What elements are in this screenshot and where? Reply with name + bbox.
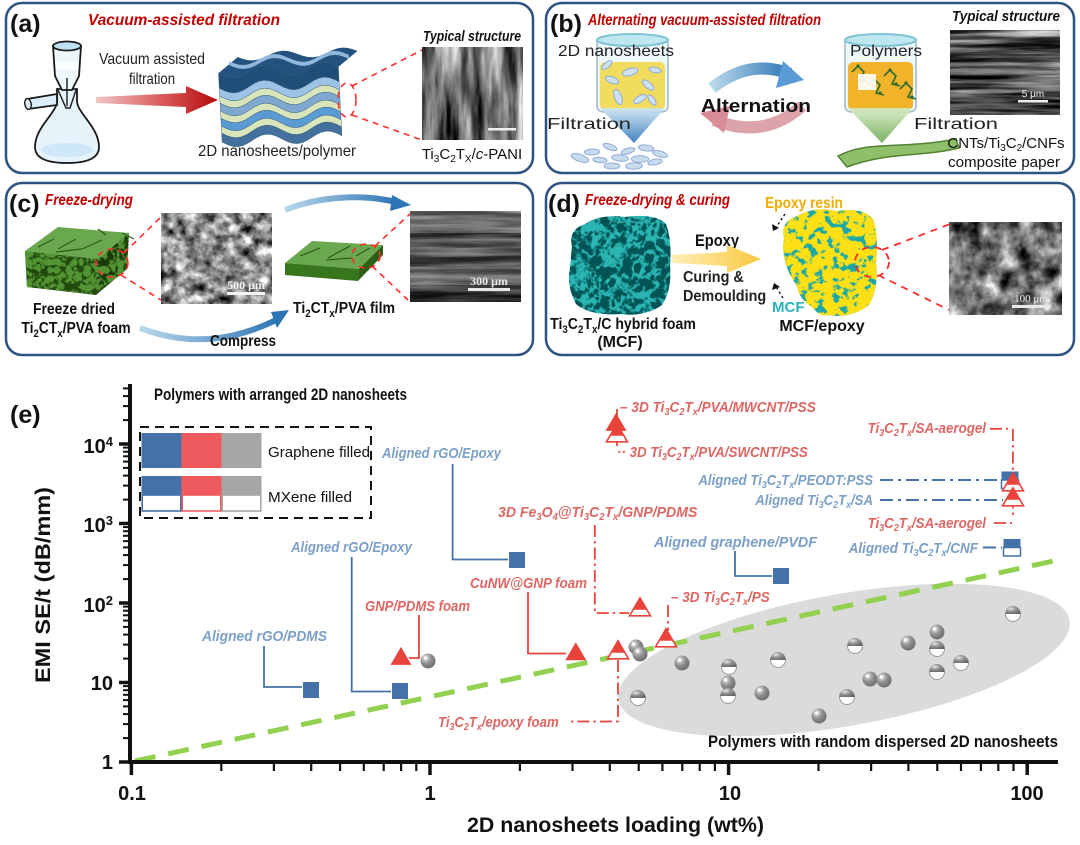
svg-text:3D Fe3O4@Ti3C2Tx/GNP/PDMS: 3D Fe3O4@Ti3C2Tx/GNP/PDMS [498, 505, 698, 523]
svg-text:5 μm: 5 μm [1022, 89, 1044, 100]
svg-text:Demoulding: Demoulding [683, 287, 766, 305]
svg-text:·· 3D Ti3C2Tx/PVA/SWCNT/PSS: ·· 3D Ti3C2Tx/PVA/SWCNT/PSS [617, 444, 808, 463]
svg-text:Polymers: Polymers [850, 43, 922, 60]
svg-text:filtration: filtration [129, 71, 175, 88]
svg-text:Freeze-drying: Freeze-drying [45, 192, 133, 209]
svg-text:10: 10 [91, 673, 113, 695]
svg-text:2D nanosheets loading (wt%): 2D nanosheets loading (wt%) [467, 814, 764, 837]
svg-text:Ti3C2Tx/epoxy foam: Ti3C2Tx/epoxy foam [438, 713, 559, 732]
svg-text:Ti3C2Tx/SA-aerogel: Ti3C2Tx/SA-aerogel [868, 515, 987, 534]
svg-text:MCF/epoxy: MCF/epoxy [779, 318, 864, 335]
svg-text:Aligned Ti3C2Tx/SA: Aligned Ti3C2Tx/SA [754, 491, 873, 510]
svg-text:Ti2CTx/PVA film: Ti2CTx/PVA film [293, 299, 395, 320]
svg-text:Aligned Ti3C2Tx/PEODT:PSS: Aligned Ti3C2Tx/PEODT:PSS [697, 471, 873, 490]
svg-text:Typical structure: Typical structure [952, 8, 1060, 25]
svg-text:Aligned rGO/Epoxy: Aligned rGO/Epoxy [381, 445, 501, 462]
svg-text:Epoxy: Epoxy [695, 231, 739, 250]
svg-text:103: 103 [84, 513, 113, 537]
svg-text:(d): (d) [548, 190, 580, 218]
svg-text:2D nanosheets: 2D nanosheets [558, 43, 674, 60]
svg-text:500 μm: 500 μm [227, 278, 265, 292]
svg-text:Vacuum-assisted filtration: Vacuum-assisted filtration [88, 12, 280, 29]
svg-text:Aligned rGO/Epoxy: Aligned rGO/Epoxy [290, 539, 412, 556]
svg-text:Curing &: Curing & [683, 268, 744, 286]
svg-text:Freeze dried: Freeze dried [33, 301, 115, 318]
svg-text:Alternation: Alternation [701, 96, 811, 116]
svg-text:Filtration: Filtration [914, 116, 998, 133]
svg-text:Alternating vacuum-assisted fi: Alternating vacuum-assisted filtration [587, 12, 821, 29]
svg-text:EMI SE/t (dB/mm): EMI SE/t (dB/mm) [32, 487, 55, 683]
svg-text:CuNW@GNP foam: CuNW@GNP foam [470, 575, 587, 592]
svg-text:1: 1 [424, 783, 435, 805]
svg-text:Aligned Ti3C2Tx/CNF: Aligned Ti3C2Tx/CNF [848, 540, 980, 559]
svg-text:2D nanosheets/polymer: 2D nanosheets/polymer [198, 143, 357, 160]
svg-text:(c): (c) [9, 190, 40, 218]
svg-text:Vacuum assisted: Vacuum assisted [99, 51, 205, 68]
svg-text:MCF: MCF [772, 299, 805, 316]
svg-text:Polymers with random dispersed: Polymers with random dispersed 2D nanosh… [708, 732, 1058, 751]
svg-text:1: 1 [102, 752, 113, 774]
svg-text:102: 102 [84, 593, 113, 617]
svg-text:300 μm: 300 μm [470, 274, 508, 288]
svg-text:Freeze-drying & curing: Freeze-drying & curing [585, 192, 730, 209]
svg-text:(b): (b) [550, 10, 582, 38]
svg-text:(MCF): (MCF) [597, 334, 642, 351]
svg-text:Typical structure: Typical structure [423, 28, 521, 45]
svg-text:composite paper: composite paper [948, 154, 1060, 171]
svg-text:Aligned graphene/PVDF: Aligned graphene/PVDF [653, 534, 818, 551]
svg-text:Filtration: Filtration [547, 116, 631, 133]
svg-text:– 3D Ti3C2Tx/PVA/MWCNT/PSS: – 3D Ti3C2Tx/PVA/MWCNT/PSS [620, 399, 816, 418]
svg-text:Compress: Compress [210, 333, 276, 350]
svg-text:Aligned rGO/PDMS: Aligned rGO/PDMS [201, 628, 327, 645]
svg-text:– 3D Ti3C2Tx/PS: – 3D Ti3C2Tx/PS [671, 589, 770, 608]
svg-text:Ti3C2Tx/C hybrid foam: Ti3C2Tx/C hybrid foam [550, 315, 696, 336]
svg-text:(a): (a) [10, 10, 41, 38]
svg-text:Ti2CTx/PVA foam: Ti2CTx/PVA foam [21, 319, 130, 340]
svg-text:100 μm: 100 μm [1014, 293, 1048, 305]
svg-text:MXene filled: MXene filled [268, 489, 352, 506]
svg-text:104: 104 [84, 434, 114, 458]
svg-text:Ti3C2TX/c-PANI: Ti3C2TX/c-PANI [422, 146, 522, 165]
svg-text:GNP/PDMS foam: GNP/PDMS foam [365, 598, 470, 615]
svg-text:Polymers with arranged 2D nano: Polymers with arranged 2D nanosheets [154, 385, 407, 404]
svg-text:Ti3C2Tx/SA-aerogel: Ti3C2Tx/SA-aerogel [868, 420, 987, 439]
svg-text:0.1: 0.1 [118, 783, 146, 805]
svg-text:100: 100 [1010, 783, 1043, 805]
svg-text:(e): (e) [10, 401, 41, 429]
svg-text:Epoxy resin: Epoxy resin [765, 194, 843, 212]
svg-text:10: 10 [719, 783, 741, 805]
svg-text:CNTs/Ti3C2/CNFs: CNTs/Ti3C2/CNFs [947, 135, 1064, 154]
svg-text:Graphene filled: Graphene filled [268, 444, 370, 461]
